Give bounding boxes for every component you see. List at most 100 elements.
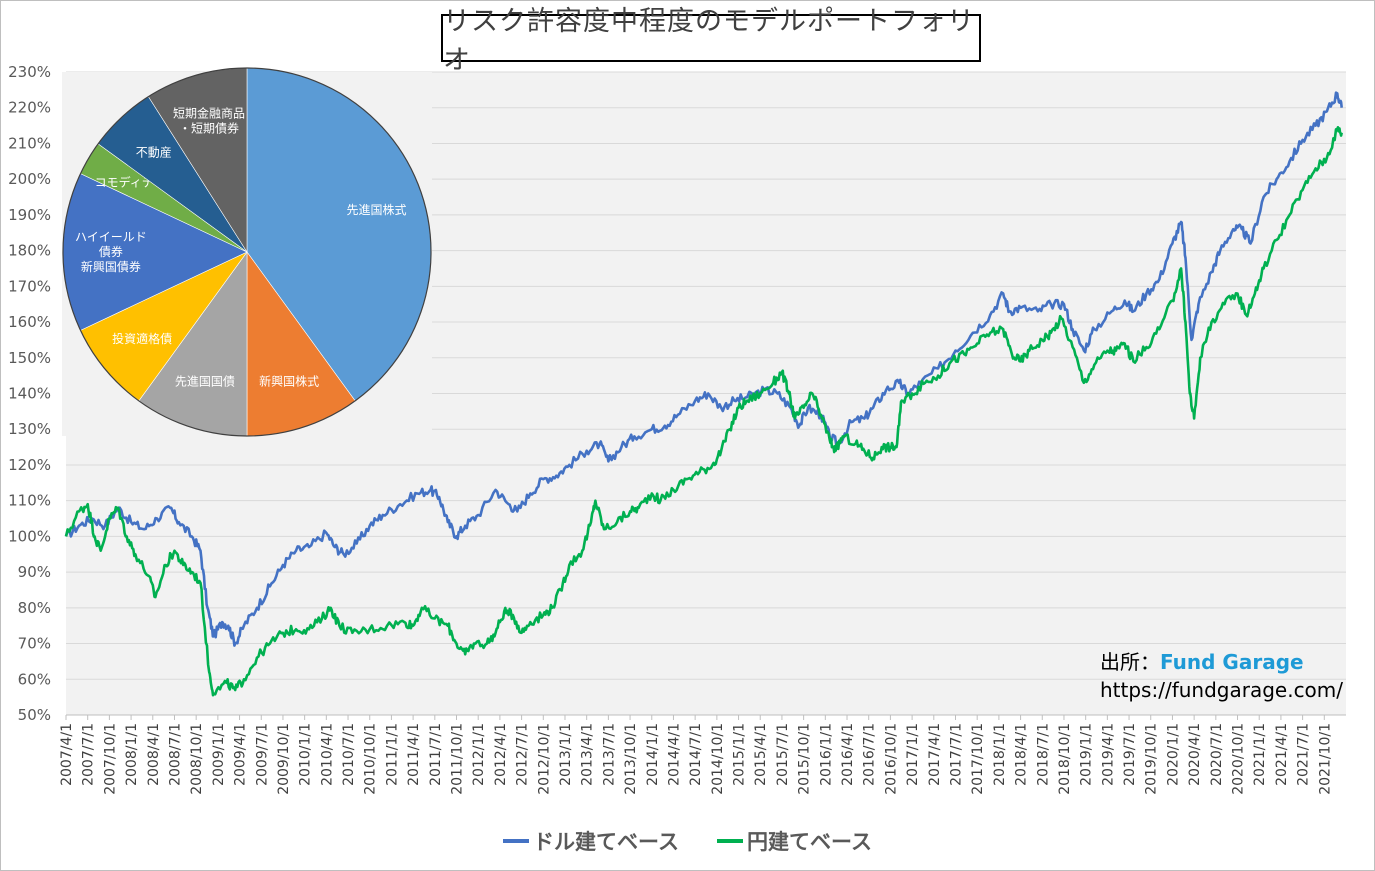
y-tick-label: 150% <box>8 349 51 367</box>
x-tick-label: 2009/7/1 <box>254 723 270 786</box>
x-tick-label: 2016/10/1 <box>883 723 899 795</box>
x-tick-label: 2010/7/1 <box>341 723 357 786</box>
x-tick-label: 2011/10/1 <box>450 723 466 795</box>
x-tick-label: 2016/7/1 <box>862 723 878 786</box>
y-tick-label: 90% <box>18 563 51 581</box>
source-url: https://fundgarage.com/ <box>1100 678 1344 702</box>
x-tick-label: 2015/1/1 <box>732 723 748 786</box>
legend-swatch-usd <box>503 839 530 843</box>
x-tick-label: 2011/7/1 <box>428 723 444 786</box>
pie-slice-label: 不動産 <box>136 145 172 160</box>
y-tick-label: 220% <box>8 99 51 117</box>
x-tick-label: 2020/7/1 <box>1209 723 1225 786</box>
y-axis-ticks: 50% 60% 70% 80% 90% 100% 110% 120% 130% 140% 150% 1… <box>8 63 51 724</box>
pie-slice-label: 新興国株式 <box>259 373 319 388</box>
chart-title: リスク許容度中程度のモデルポートフォリオ <box>441 6 981 76</box>
legend-label-jpy: 円建てベース <box>747 830 872 854</box>
y-tick-label: 210% <box>8 134 51 152</box>
x-tick-label: 2009/1/1 <box>211 723 227 786</box>
y-tick-label: 230% <box>8 63 51 81</box>
x-tick-label: 2008/1/1 <box>124 723 140 786</box>
pie-outline <box>62 67 432 437</box>
x-tick-label: 2017/1/1 <box>905 723 921 786</box>
x-tick-label: 2021/4/1 <box>1274 723 1290 786</box>
x-tick-label: 2011/1/1 <box>384 723 400 786</box>
y-tick-label: 170% <box>8 277 51 295</box>
x-tick-label: 2008/10/1 <box>189 723 205 795</box>
legend-label-usd: ドル建てベース <box>533 830 679 854</box>
series-line-1 <box>64 126 1343 697</box>
legend-item-usd: ドル建てベース <box>503 826 679 856</box>
x-tick-label: 2011/4/1 <box>406 723 422 786</box>
y-tick-label: 100% <box>8 527 51 545</box>
x-tick-label: 2012/7/1 <box>515 723 531 786</box>
x-tick-label: 2013/4/1 <box>580 723 596 786</box>
y-tick-label: 130% <box>8 420 51 438</box>
pie-slice-label: 投資適格債 <box>112 331 172 346</box>
x-tick-label: 2010/10/1 <box>363 723 379 795</box>
x-tick-label: 2017/4/1 <box>927 723 943 786</box>
x-tick-label: 2014/7/1 <box>688 723 704 786</box>
x-tick-label: 2008/4/1 <box>146 723 162 786</box>
source-prefix: 出所： <box>1100 650 1160 674</box>
x-tick-label: 2017/7/1 <box>948 723 964 786</box>
x-tick-label: 2021/10/1 <box>1317 723 1333 795</box>
x-tick-label: 2012/10/1 <box>536 723 552 795</box>
pie-slice-label: 先進国株式 <box>346 202 406 217</box>
x-tick-label: 2008/7/1 <box>167 723 183 786</box>
x-tick-label: 2017/10/1 <box>970 723 986 795</box>
x-tick-label: 2020/4/1 <box>1187 723 1203 786</box>
x-tick-label: 2012/1/1 <box>471 723 487 786</box>
x-tick-label: 2019/1/1 <box>1079 723 1095 786</box>
y-tick-label: 120% <box>8 456 51 474</box>
y-tick-label: 80% <box>18 599 51 617</box>
y-tick-label: 200% <box>8 170 51 188</box>
pie-slice-label: ハイイールド債券新興国債券 <box>75 230 147 274</box>
y-tick-label: 160% <box>8 313 51 331</box>
x-tick-label: 2009/10/1 <box>276 723 292 795</box>
x-tick-label: 2015/4/1 <box>753 723 769 786</box>
source-line: 出所：Fund Garage <box>1100 648 1343 676</box>
x-tick-label: 2018/10/1 <box>1057 723 1073 795</box>
y-tick-label: 180% <box>8 242 51 260</box>
series-line-0 <box>64 91 1343 647</box>
x-tick-label: 2019/7/1 <box>1122 723 1138 786</box>
x-tick-label: 2015/7/1 <box>775 723 791 786</box>
x-tick-label: 2021/1/1 <box>1252 723 1268 786</box>
y-tick-label: 190% <box>8 206 51 224</box>
pie-slice-label: 先進国国債 <box>175 373 235 388</box>
x-tick-label: 2015/10/1 <box>797 723 813 795</box>
y-tick-label: 60% <box>18 670 51 688</box>
legend-swatch-jpy <box>717 839 743 843</box>
x-tick-label: 2020/1/1 <box>1165 723 1181 786</box>
x-tick-label: 2021/7/1 <box>1296 723 1312 786</box>
x-tick-label: 2007/10/1 <box>102 723 118 795</box>
x-tick-label: 2014/4/1 <box>666 723 682 786</box>
series-lines <box>64 91 1343 697</box>
x-tick-label: 2016/4/1 <box>840 723 856 786</box>
source-credit: 出所：Fund Garage https://fundgarage.com/ <box>1100 648 1343 704</box>
x-tick-label: 2014/10/1 <box>710 723 726 795</box>
x-tick-label: 2007/4/1 <box>59 723 75 786</box>
x-tick-label: 2010/1/1 <box>298 723 314 786</box>
legend-item-jpy: 円建てベース <box>717 826 872 856</box>
x-tick-label: 2009/4/1 <box>233 723 249 786</box>
x-axis-ticks: 2007/4/1 2007/7/1 2007/10/1 2008/1/1 2008/4/… <box>59 715 1333 795</box>
y-tick-label: 110% <box>8 492 51 510</box>
x-tick-label: 2018/4/1 <box>1014 723 1030 786</box>
x-tick-label: 2016/1/1 <box>818 723 834 786</box>
y-tick-label: 50% <box>18 706 51 724</box>
x-tick-label: 2013/1/1 <box>558 723 574 786</box>
x-tick-label: 2010/4/1 <box>319 723 335 786</box>
x-tick-label: 2007/7/1 <box>81 723 97 786</box>
x-tick-label: 2013/7/1 <box>601 723 617 786</box>
x-tick-label: 2019/10/1 <box>1144 723 1160 795</box>
legend: ドル建てベース 円建てベース <box>0 826 1375 856</box>
x-tick-label: 2018/1/1 <box>992 723 1008 786</box>
x-tick-label: 2020/10/1 <box>1231 723 1247 795</box>
x-tick-label: 2018/7/1 <box>1035 723 1051 786</box>
y-tick-label: 140% <box>8 385 51 403</box>
x-tick-label: 2019/4/1 <box>1100 723 1116 786</box>
x-tick-label: 2012/4/1 <box>493 723 509 786</box>
